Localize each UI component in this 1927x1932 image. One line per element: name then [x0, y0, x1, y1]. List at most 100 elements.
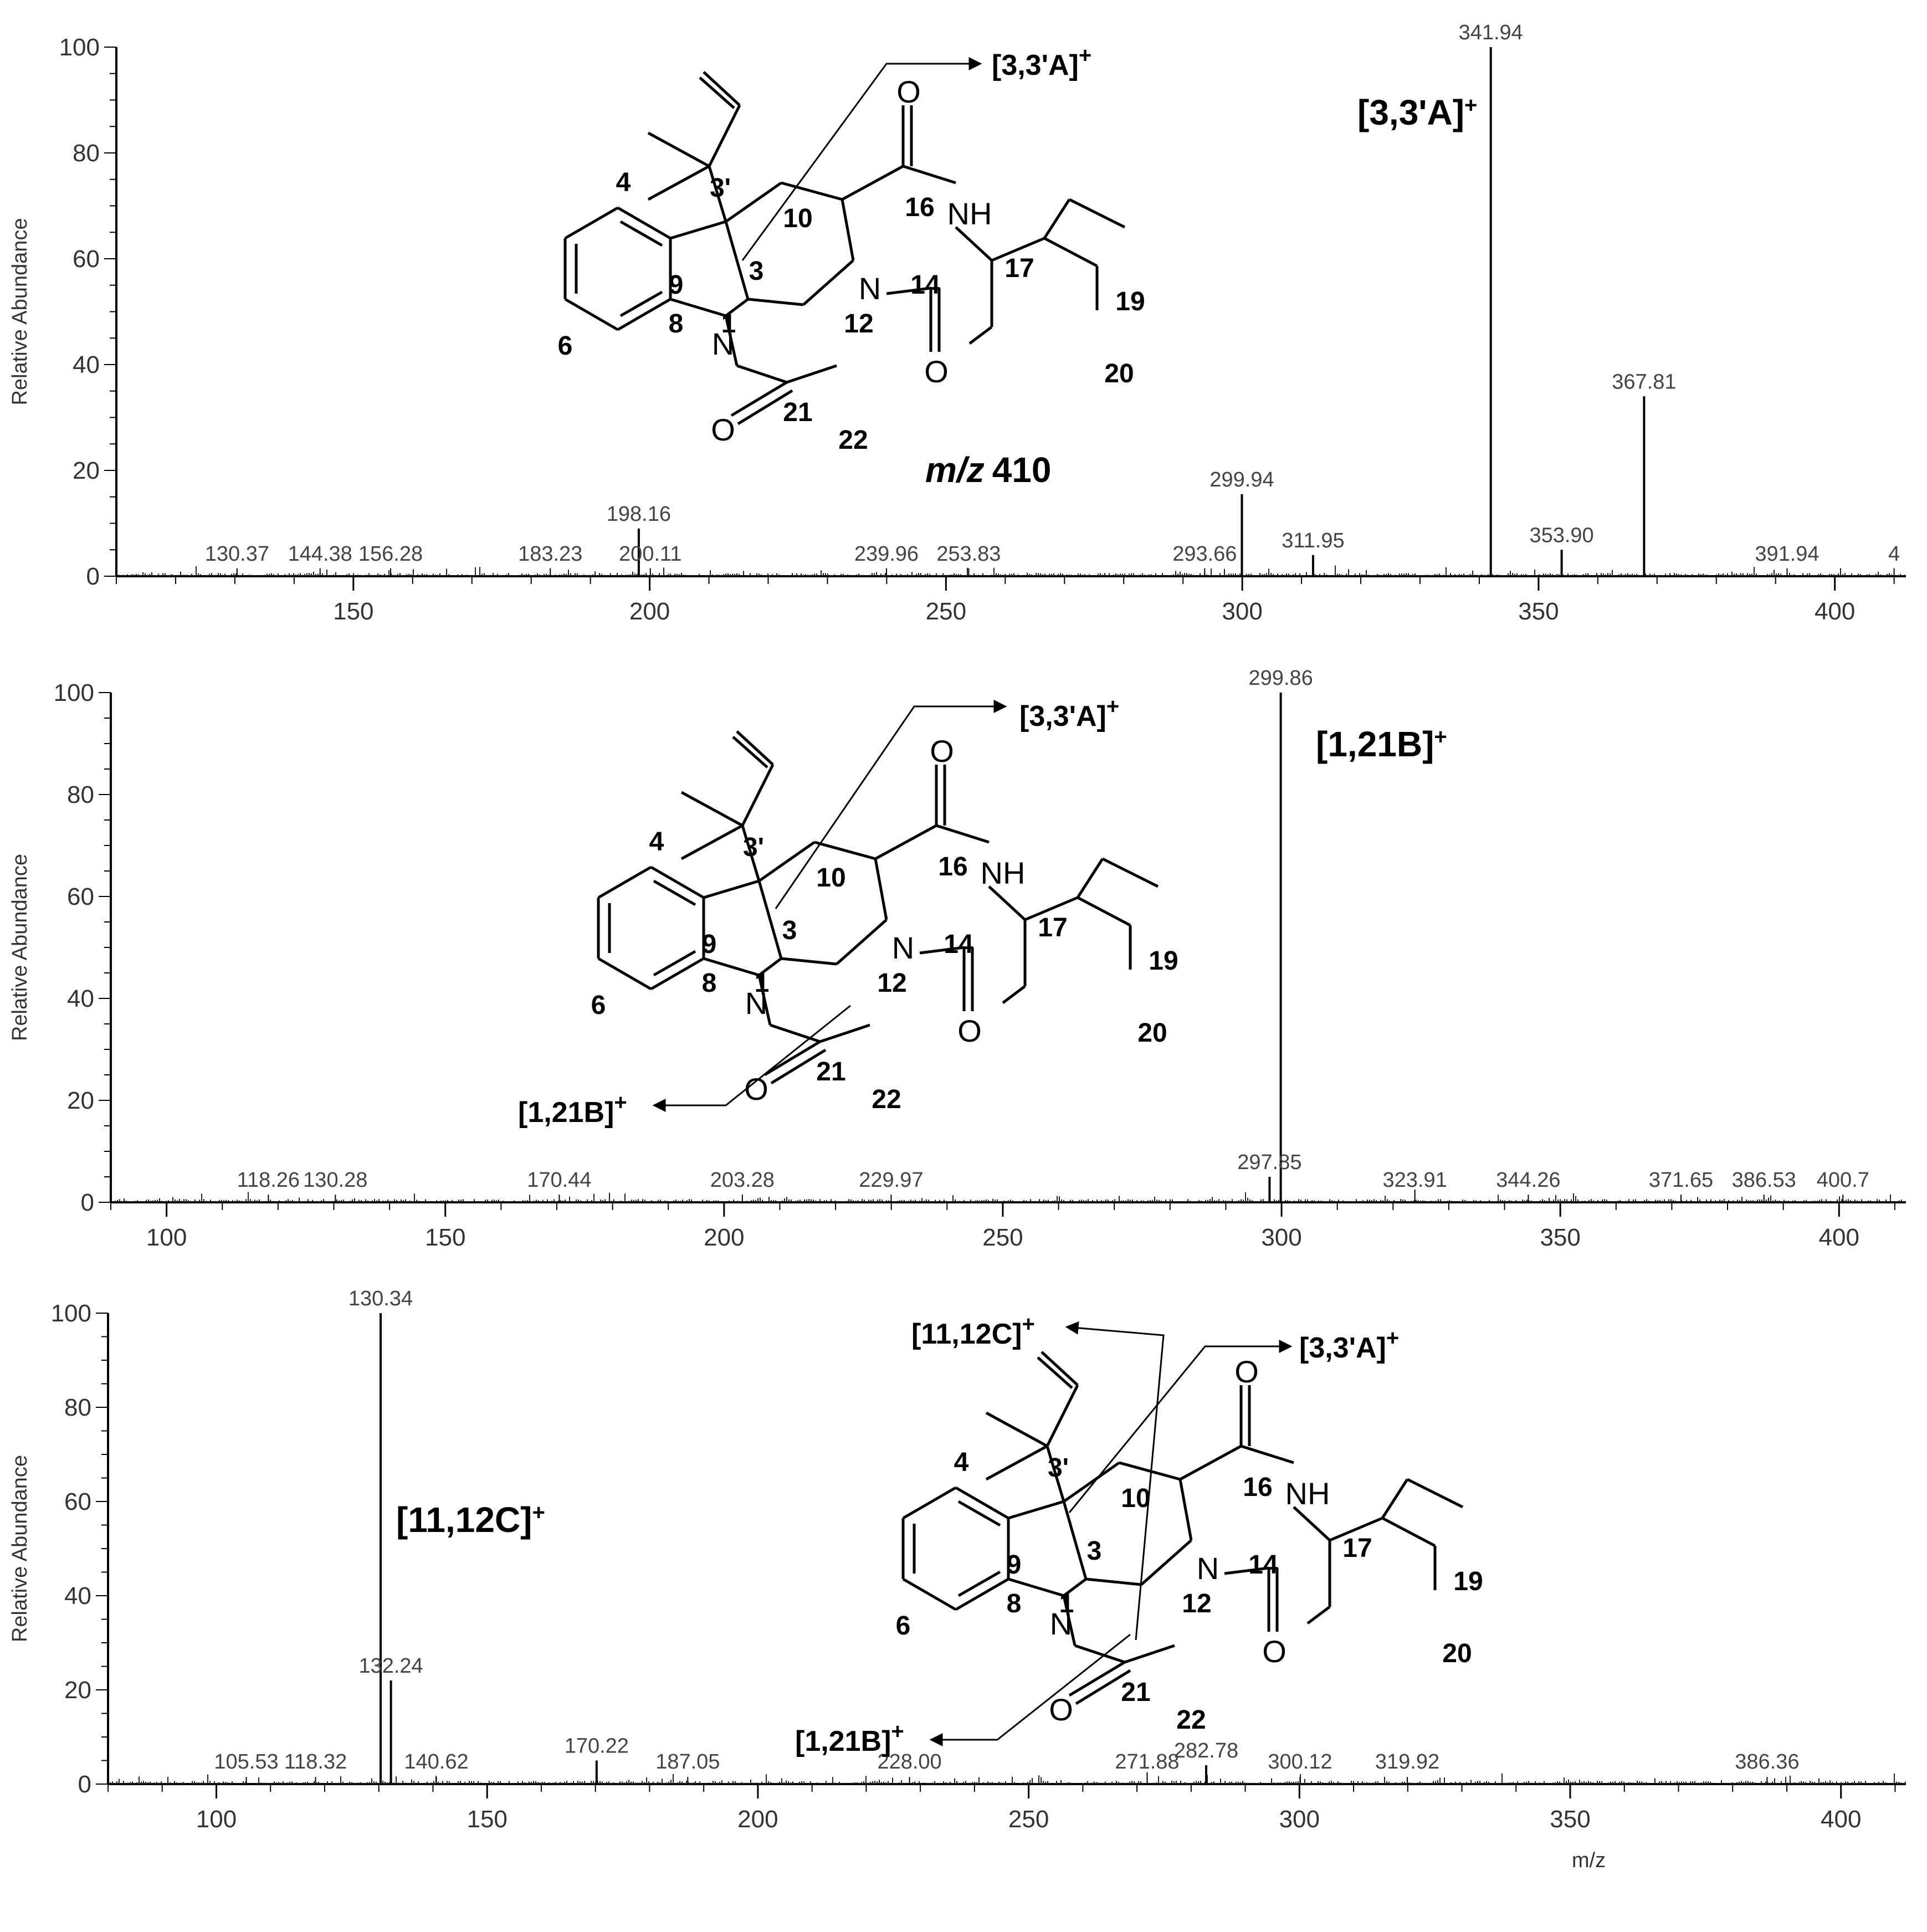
x-tick-label: 200 — [629, 598, 670, 625]
atom-number: 14 — [910, 270, 940, 300]
y-tick-label: 20 — [73, 457, 100, 484]
peak-label: 293.66 — [1172, 542, 1237, 566]
atom-number: 12 — [877, 968, 906, 998]
bond — [758, 957, 782, 976]
bond — [1329, 1516, 1383, 1542]
atom-number: 6 — [896, 1611, 911, 1641]
bond — [724, 315, 739, 366]
peak-label: 299.94 — [1210, 468, 1274, 491]
peak-label: 311.95 — [1282, 529, 1344, 552]
fragment-label-main-3-charge: + — [532, 1500, 545, 1525]
fragment-arrow-3b — [1068, 1340, 1293, 1513]
y-tick-label: 80 — [67, 781, 94, 808]
fragment-arrow-label-3c-text: [1,21B] — [795, 1725, 891, 1757]
atom-number: 4 — [616, 168, 631, 197]
bond — [741, 763, 775, 827]
x-tick-label: 200 — [737, 1806, 778, 1833]
atom-n1: N — [712, 326, 734, 361]
bond — [957, 1570, 1001, 1597]
fragment-arrow-label-3b-text: [3,3'A] — [1299, 1332, 1386, 1364]
y-tick-label: 80 — [73, 140, 100, 167]
bond — [680, 824, 744, 860]
fragment-arrow-label-2a: [3,3'A]+ — [1019, 694, 1119, 732]
bond — [1293, 1506, 1331, 1541]
bond — [985, 1444, 1048, 1481]
bond — [781, 181, 843, 201]
peak-label: 156.28 — [358, 542, 423, 566]
bond — [955, 1577, 1009, 1611]
peak-label: 253.83 — [936, 542, 1001, 566]
atom-number: 14 — [1248, 1550, 1278, 1580]
atom-n1: N — [745, 986, 767, 1021]
atom-number: 3 — [782, 916, 797, 945]
atom-o21: O — [744, 1072, 768, 1106]
fragment-arrow-label-3a: [11,12C]+ — [911, 1312, 1035, 1350]
fragment-arrow-label-1-text: [3,3'A] — [992, 49, 1079, 81]
x-tick-label: 400 — [1819, 1224, 1859, 1251]
fragment-arrow-label-2a-text: [3,3'A] — [1019, 700, 1106, 732]
bond — [955, 226, 993, 262]
bond — [770, 1023, 821, 1043]
bond — [758, 841, 816, 883]
bond — [725, 181, 782, 223]
y-tick-label: 20 — [64, 1677, 91, 1704]
bond — [902, 1486, 957, 1520]
bond — [1077, 896, 1131, 927]
peak-label: 367.81 — [1612, 370, 1676, 393]
x-tick-label: 350 — [1540, 1224, 1580, 1251]
y-tick-label: 100 — [51, 1300, 91, 1327]
bond — [902, 1577, 957, 1611]
bond — [1046, 1446, 1065, 1502]
peak-label: 170.44 — [527, 1169, 591, 1192]
atom-number: 19 — [1149, 946, 1178, 976]
spectrum-panel-1: 150 200 250 300 350 400 0 20 40 60 80 100 Relative A… — [8, 21, 1906, 625]
atom-number: 21 — [816, 1057, 845, 1087]
bond — [725, 298, 749, 317]
fragment-arrow-label-3c-charge: + — [891, 1719, 904, 1744]
bond — [988, 885, 1026, 921]
peak-label: 130.37 — [205, 542, 269, 566]
fragment-arrow-3c — [929, 1633, 1131, 1746]
x-tick-label: 200 — [704, 1224, 744, 1251]
atom-number: 1 — [755, 968, 770, 998]
bond — [730, 381, 788, 417]
bond — [670, 220, 726, 240]
bond — [1076, 858, 1104, 899]
bond — [650, 957, 705, 991]
peak-label: 132.24 — [358, 1654, 423, 1678]
atom-number: 9 — [702, 930, 717, 959]
bond — [708, 104, 741, 167]
bond — [781, 957, 837, 966]
y-tick-label: 0 — [86, 563, 100, 590]
peak-label: 371.65 — [1649, 1169, 1713, 1192]
peak-label: 4 — [1888, 542, 1900, 566]
peak-label: 118.26 — [237, 1169, 300, 1192]
peak-label: 118.32 — [284, 1750, 347, 1774]
bond — [703, 879, 760, 899]
peak-label: 386.36 — [1735, 1750, 1799, 1774]
bond — [647, 165, 710, 201]
bond — [1043, 237, 1098, 268]
y-axis-label: Relative Abundance — [8, 218, 32, 405]
spectrum-panel-2: 100 150 200 250 300 350 400 0 20 40 60 80 100 Relativ… — [8, 667, 1906, 1251]
x-tick-label: 400 — [1821, 1806, 1861, 1833]
peak-label: 271.88 — [1115, 1750, 1179, 1774]
molecule-structure-3: N N NH O O O 3' 4 10 16 9 3 14 17 19 8 1 12 6 20 21 22 — [896, 1351, 1483, 1735]
atom-number: 17 — [1038, 913, 1067, 942]
atom-number: 3' — [743, 833, 764, 862]
fragment-label-main-1-charge: + — [1464, 93, 1477, 117]
bond — [703, 71, 741, 106]
bond — [1063, 1578, 1087, 1597]
atom-number: 19 — [1115, 287, 1145, 316]
bond — [757, 880, 783, 959]
peak-label: 144.38 — [288, 542, 352, 566]
y-tick-label: 100 — [54, 679, 94, 706]
bond — [741, 825, 761, 882]
peak-label: 203.28 — [710, 1169, 775, 1192]
bond — [732, 736, 768, 768]
bond — [1406, 1478, 1464, 1509]
peak-label: 200.11 — [619, 542, 681, 566]
x-tick-label: 150 — [333, 598, 373, 625]
bond — [874, 824, 937, 860]
peak-label: 386.53 — [1732, 1169, 1796, 1192]
